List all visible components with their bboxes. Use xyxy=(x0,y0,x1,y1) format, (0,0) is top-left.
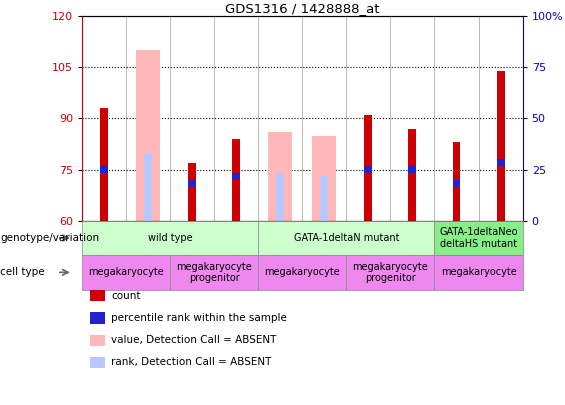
Bar xyxy=(232,173,240,180)
Bar xyxy=(100,166,108,173)
Bar xyxy=(497,160,505,166)
Text: genotype/variation: genotype/variation xyxy=(0,233,99,243)
Bar xyxy=(364,166,372,173)
Text: megakaryocyte
progenitor: megakaryocyte progenitor xyxy=(353,262,428,283)
Bar xyxy=(268,132,292,221)
Text: megakaryocyte: megakaryocyte xyxy=(88,267,164,277)
Text: percentile rank within the sample: percentile rank within the sample xyxy=(111,313,287,323)
Bar xyxy=(232,139,240,221)
Text: cell type: cell type xyxy=(0,267,45,277)
Bar xyxy=(312,136,336,221)
Bar xyxy=(408,129,416,221)
Title: GDS1316 / 1428888_at: GDS1316 / 1428888_at xyxy=(225,2,380,15)
Text: value, Detection Call = ABSENT: value, Detection Call = ABSENT xyxy=(111,335,277,345)
Bar xyxy=(320,177,328,221)
Bar xyxy=(408,166,416,173)
Text: GATA-1deltaN mutant: GATA-1deltaN mutant xyxy=(294,233,399,243)
Bar xyxy=(100,108,108,221)
Text: GATA-1deltaNeo
deltaHS mutant: GATA-1deltaNeo deltaHS mutant xyxy=(440,227,518,249)
Bar xyxy=(188,163,196,221)
Text: megakaryocyte: megakaryocyte xyxy=(264,267,340,277)
Bar xyxy=(136,50,160,221)
Text: rank, Detection Call = ABSENT: rank, Detection Call = ABSENT xyxy=(111,358,272,367)
Text: wild type: wild type xyxy=(148,233,192,243)
Bar xyxy=(453,142,460,221)
Text: megakaryocyte: megakaryocyte xyxy=(441,267,516,277)
Bar xyxy=(144,153,152,221)
Bar xyxy=(276,173,284,221)
Bar xyxy=(188,180,196,187)
Bar xyxy=(364,115,372,221)
Text: count: count xyxy=(111,291,141,301)
Bar xyxy=(497,71,505,221)
Text: megakaryocyte
progenitor: megakaryocyte progenitor xyxy=(176,262,252,283)
Bar xyxy=(453,180,460,187)
